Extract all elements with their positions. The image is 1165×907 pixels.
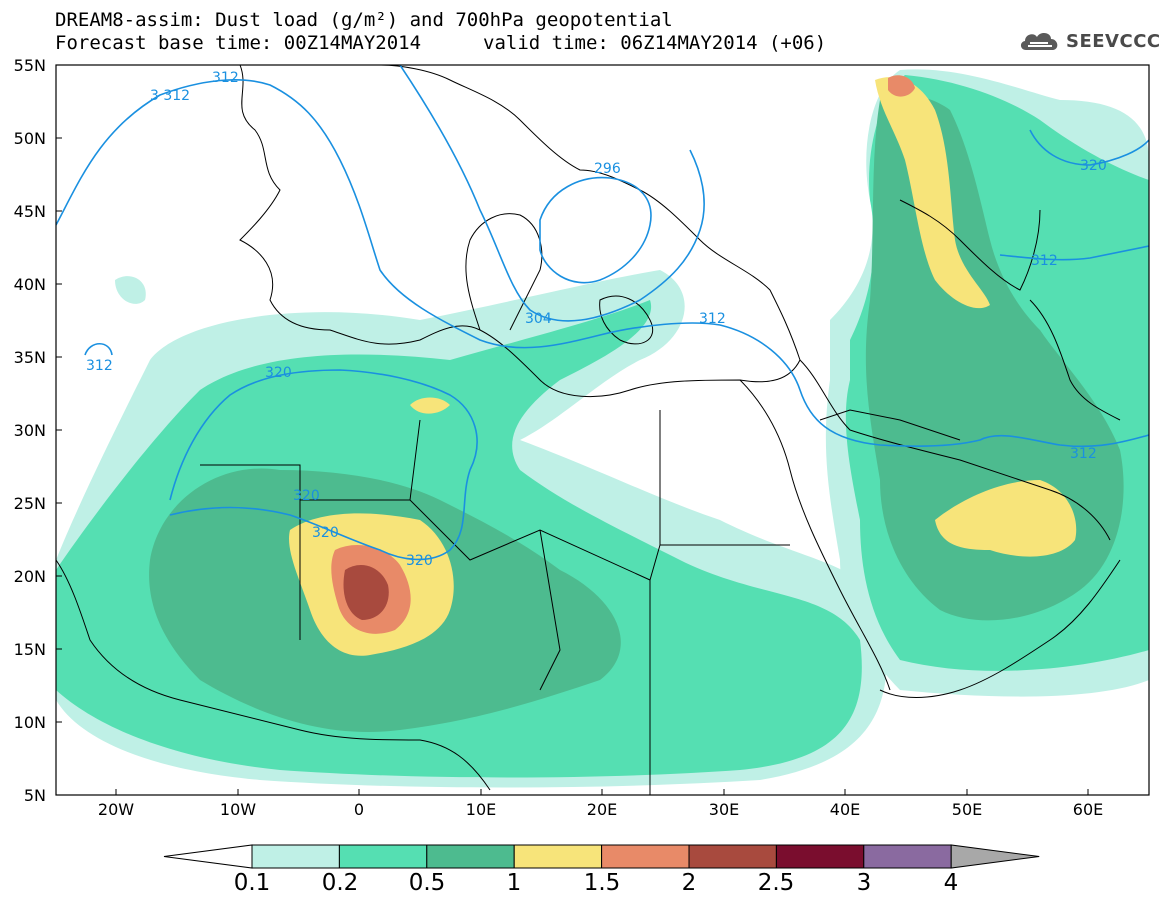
contour-labels: 3 312 312 296 304 312 312 320 320 320 32… [86,70,1107,569]
lon-label: 10W [219,800,257,819]
contour-label: 312 [1031,253,1058,269]
contour-312-north [56,79,1149,448]
colorbar-label: 2 [681,870,697,896]
forecast-base-time: Forecast base time: 00Z14MAY2014 [55,32,422,54]
lon-label: 30E [708,800,740,819]
contour-label: 304 [525,311,552,327]
colorbar-label: 3 [856,870,872,896]
lat-label: 30N [13,421,46,440]
contour-label: 312 [699,311,726,327]
contour-label: 3 312 [150,88,190,104]
lon-label: 20E [586,800,618,819]
contour-320-west [169,369,478,561]
lat-label: 20N [13,567,46,586]
contour-312-small [84,342,113,356]
contour-label: 312 [212,70,239,86]
lon-label: 20W [97,800,135,819]
map-title: DREAM8-assim: Dust load (g/m²) and 700hP… [55,9,673,31]
dust-region-orange-2 [888,75,915,97]
dust-region-darkred [343,565,389,620]
contour-label: 320 [312,525,339,541]
lat-label: 45N [13,202,46,221]
lat-label: 5N [23,786,46,805]
axis-ticks [56,64,1089,795]
logo-text: SEEVCCC [1066,30,1161,52]
colorbar-label: 1 [506,870,522,896]
lat-label: 25N [13,494,46,513]
lon-label: 0 [353,800,365,819]
contour-320-east [1029,129,1149,166]
colorbar-label: 0.5 [408,870,446,896]
lat-label: 15N [13,640,46,659]
lat-label: 50N [13,129,46,148]
contour-304 [399,65,705,322]
dust-shading [56,69,1149,788]
contour-label: 296 [594,161,621,177]
geopotential-contours [56,65,1149,561]
lat-label: 55N [13,56,46,75]
lon-label: 10E [465,800,497,819]
lon-label: 60E [1072,800,1104,819]
colorbar-label: 0.2 [321,870,359,896]
dust-region-yellow-4 [410,397,450,414]
colorbar-label: 2.5 [757,870,795,896]
lat-label: 40N [13,275,46,294]
contour-label: 312 [1070,446,1097,462]
contour-label: 320 [1080,158,1107,174]
cloud-icon [1020,33,1058,50]
lon-label: 40E [829,800,861,819]
dust-region-light-west [115,276,146,304]
colorbar-label: 0.1 [233,870,271,896]
lon-label: 50E [951,800,983,819]
lat-label: 10N [13,713,46,732]
lat-label: 35N [13,348,46,367]
colorbar-label: 4 [943,870,959,896]
dust-region-yellow-3 [935,480,1077,557]
dust-region-yellow-2 [875,77,990,309]
valid-time: valid time: 06Z14MAY2014 (+06) [483,32,827,54]
seevccc-logo: SEEVCCC [1018,26,1161,56]
colorbar-label: 1.5 [583,870,621,896]
coastlines [56,65,1121,795]
contour-label: 312 [86,358,113,374]
contour-label: 320 [293,488,320,504]
contour-312-east [999,245,1149,261]
contour-296 [539,176,652,284]
contour-label: 320 [406,553,433,569]
contour-label: 320 [265,365,292,381]
